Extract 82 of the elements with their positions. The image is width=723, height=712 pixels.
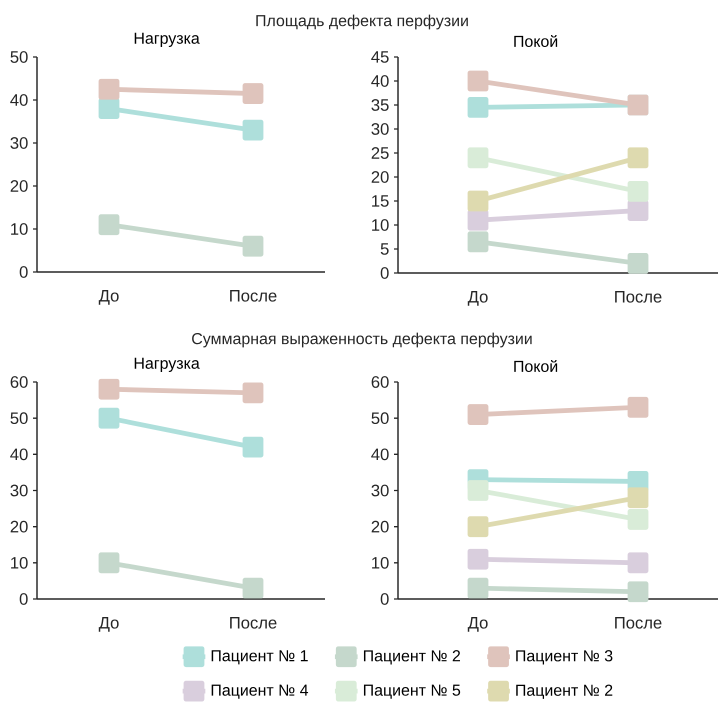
point xyxy=(628,552,648,574)
y-tick-label: 40 xyxy=(371,448,389,460)
y-tick-label: 10 xyxy=(372,556,389,569)
point xyxy=(468,548,488,570)
point xyxy=(628,147,648,168)
chart-title: Покой xyxy=(514,360,558,372)
y-tick-label: 20 xyxy=(372,171,389,183)
point xyxy=(468,231,488,252)
x-tick-label: До xyxy=(98,617,119,632)
x-tick-label: После xyxy=(615,617,662,629)
y-tick-label: 45 xyxy=(371,51,389,63)
x-tick-label: После xyxy=(230,617,276,629)
y-tick-label: 20 xyxy=(372,520,389,533)
chart-title: Нагрузка xyxy=(134,358,200,372)
y-tick-label: 10 xyxy=(372,219,389,231)
y-tick-label: 30 xyxy=(371,123,389,135)
y-tick-label: 20 xyxy=(10,520,28,533)
point xyxy=(98,378,120,400)
y-tick-label: 30 xyxy=(371,484,389,496)
point xyxy=(628,581,648,602)
point xyxy=(242,436,264,458)
legend-label: Пациент № 2 xyxy=(516,684,612,699)
point xyxy=(468,147,488,168)
y-tick-label: 15 xyxy=(372,195,389,207)
point xyxy=(98,552,120,574)
point xyxy=(628,200,648,221)
x-tick-label: До xyxy=(468,617,488,632)
y-tick-label: 10 xyxy=(11,556,28,569)
x-tick-label: До xyxy=(468,291,488,306)
y-tick-label: 0 xyxy=(380,267,389,279)
y-tick-label: 30 xyxy=(10,137,28,149)
y-tick-label: 60 xyxy=(372,376,389,388)
point xyxy=(242,120,264,140)
x-tick-label: После xyxy=(230,290,276,302)
point xyxy=(98,98,120,119)
y-tick-label: 0 xyxy=(20,266,28,278)
point xyxy=(468,516,488,538)
y-tick-label: 40 xyxy=(371,75,389,87)
y-tick-label: 35 xyxy=(371,99,389,111)
y-tick-label: 25 xyxy=(372,147,389,159)
y-tick-label: 50 xyxy=(10,51,28,63)
y-tick-label: 0 xyxy=(20,593,28,605)
point xyxy=(468,480,488,501)
point xyxy=(98,78,120,100)
y-tick-label: 10 xyxy=(11,223,28,235)
y-tick-label: 40 xyxy=(10,448,28,460)
y-tick-label: 40 xyxy=(10,94,28,106)
chart-title: Нагрузка xyxy=(134,32,200,48)
x-tick-label: До xyxy=(98,290,119,305)
chart-title: Покой xyxy=(514,35,558,47)
point xyxy=(242,83,264,104)
point xyxy=(628,252,648,274)
point xyxy=(98,214,120,236)
legend-label: Пациент № 4 xyxy=(212,684,308,699)
legend-label: Пациент № 3 xyxy=(516,650,612,664)
point xyxy=(628,180,648,202)
legend-label: Пациент № 2 xyxy=(364,650,460,664)
text: Суммарная выраженность дефекта перфузии xyxy=(192,332,532,348)
y-tick-label: 50 xyxy=(10,412,28,424)
point xyxy=(468,404,488,425)
text: Площадь дефекта перфузии xyxy=(256,14,468,30)
y-tick-label: 60 xyxy=(10,376,28,388)
point xyxy=(468,210,488,231)
point xyxy=(242,236,264,257)
x-tick-label: После xyxy=(615,291,662,303)
legend-label: Пациент № 5 xyxy=(364,684,460,699)
point xyxy=(98,408,120,429)
legend-label: Пациент № 1 xyxy=(212,650,308,664)
y-tick-label: 0 xyxy=(380,593,389,605)
y-tick-label: 50 xyxy=(372,412,389,424)
point xyxy=(468,190,488,212)
point xyxy=(242,578,264,599)
y-tick-label: 5 xyxy=(380,243,389,255)
y-tick-label: 30 xyxy=(10,484,28,496)
point xyxy=(628,396,648,418)
point xyxy=(468,578,488,599)
point xyxy=(628,487,648,508)
point xyxy=(468,96,488,118)
point xyxy=(468,70,488,92)
point xyxy=(242,382,264,404)
y-tick-label: 20 xyxy=(10,180,28,192)
point xyxy=(628,509,648,530)
